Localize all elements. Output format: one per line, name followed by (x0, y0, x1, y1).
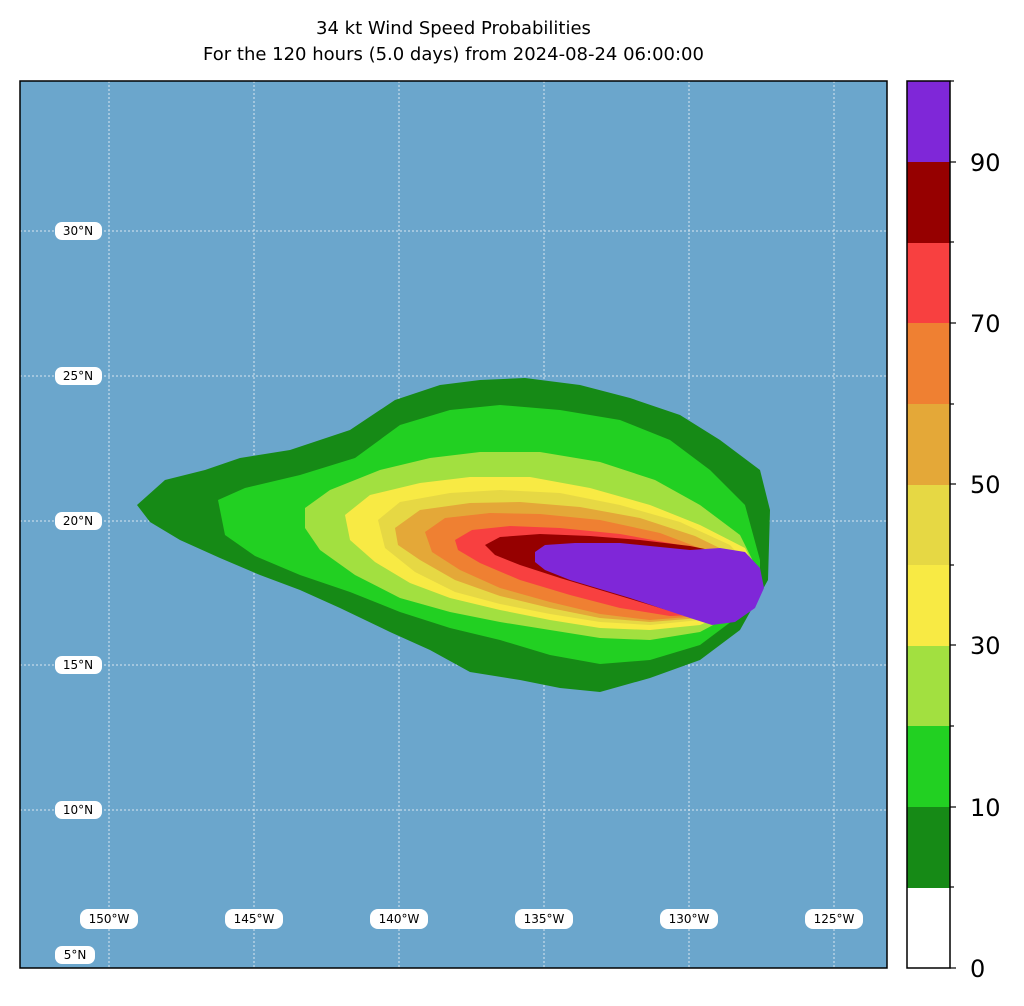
colorbar-band-30-40 (907, 645, 950, 726)
lat-labels: 30°N 25°N 20°N 15°N 10°N 5°N (55, 222, 102, 964)
lat-label-text: 25°N (63, 369, 93, 383)
colorbar-tick-label: 10 (970, 794, 1001, 822)
colorbar-tick-label: 0 (970, 955, 985, 983)
lon-label-text: 125°W (814, 912, 855, 926)
lat-label-30n: 30°N (55, 222, 102, 240)
colorbar-tick-label: 30 (970, 632, 1001, 660)
colorbar-tick-label: 90 (970, 149, 1001, 177)
lon-label-150w: 150°W (80, 909, 138, 929)
colorbar-band-40-50 (907, 565, 950, 646)
lat-label-20n: 20°N (55, 512, 102, 530)
colorbar-band-60-70 (907, 404, 950, 485)
colorbar-band-50-60 (907, 484, 950, 565)
lat-label-text: 20°N (63, 514, 93, 528)
map-frame (19, 80, 888, 969)
lon-label-140w: 140°W (370, 909, 428, 929)
lon-label-130w: 130°W (660, 909, 718, 929)
colorbar-band-90-95 (907, 162, 950, 243)
lon-label-135w: 135°W (515, 909, 573, 929)
lat-label-text: 15°N (63, 658, 93, 672)
chart-subtitle: For the 120 hours (5.0 days) from 2024-0… (203, 44, 704, 65)
lat-label-text: 10°N (63, 803, 93, 817)
colorbar-bands (907, 81, 950, 968)
lat-label-text: 5°N (64, 948, 87, 962)
colorbar-ticks (950, 80, 956, 969)
colorbar-band-80-90 (907, 242, 950, 323)
lat-label-25n: 25°N (55, 367, 102, 385)
colorbar-tick-label: 50 (970, 471, 1001, 499)
colorbar-band-20-30 (907, 726, 950, 807)
lon-label-text: 150°W (89, 912, 130, 926)
colorbar-frame (906, 80, 951, 969)
lon-labels: 150°W 145°W 140°W 135°W 130°W 125°W (80, 909, 863, 929)
colorbar-band-70-80 (907, 323, 950, 404)
lon-label-text: 135°W (524, 912, 565, 926)
chart-title: 34 kt Wind Speed Probabilities (316, 18, 591, 39)
lon-label-125w: 125°W (805, 909, 863, 929)
lat-label-10n: 10°N (55, 801, 102, 819)
colorbar-band-10-20 (907, 807, 950, 888)
colorbar-tick-labels: 0 10 30 50 70 90 (970, 149, 1001, 983)
probability-contours (137, 378, 770, 692)
colorbar-band-0-10 (907, 887, 950, 968)
lat-label-5n: 5°N (55, 946, 95, 964)
colorbar-band-95-100 (907, 81, 950, 162)
colorbar-tick-label: 70 (970, 310, 1001, 338)
lat-label-text: 30°N (63, 224, 93, 238)
lon-label-text: 140°W (379, 912, 420, 926)
lon-label-text: 145°W (234, 912, 275, 926)
lon-label-text: 130°W (669, 912, 710, 926)
contour-95-100 (535, 543, 764, 625)
lat-label-15n: 15°N (55, 656, 102, 674)
lon-label-145w: 145°W (225, 909, 283, 929)
